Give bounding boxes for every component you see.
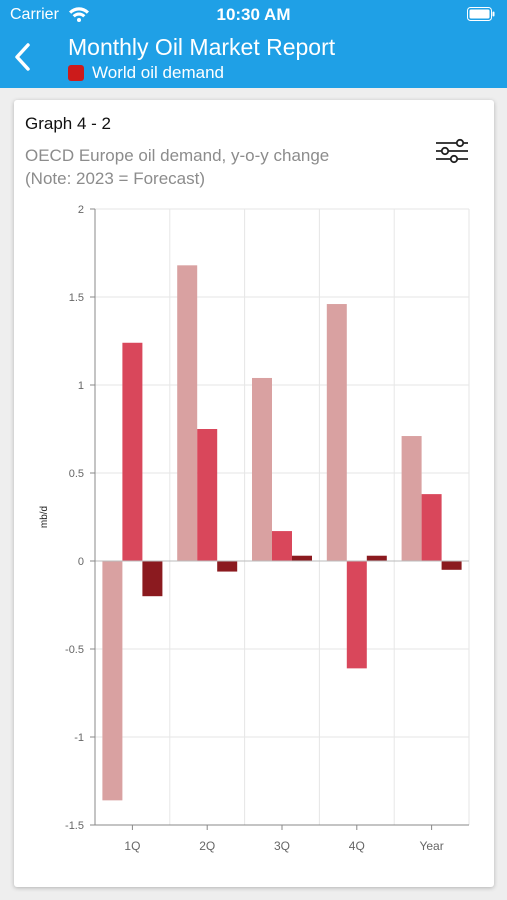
y-axis-label: mb/d: [39, 506, 50, 528]
graph-number: Graph 4 - 2: [25, 114, 111, 133]
carrier-label: Carrier: [10, 6, 59, 23]
bar: [366, 555, 387, 561]
y-tick-label: 0.5: [69, 468, 84, 480]
bar: [292, 555, 312, 561]
chart-title-line1: OECD Europe oil demand, y-o-y change: [25, 146, 330, 165]
bar: [401, 436, 422, 561]
chart-title: OECD Europe oil demand, y-o-y change (No…: [25, 144, 385, 190]
bar: [441, 561, 462, 570]
bar: [217, 561, 238, 572]
bar: [252, 377, 272, 561]
bar: [272, 531, 292, 561]
x-tick-label: 4Q: [349, 839, 365, 853]
app-header: Carrier 10:30 AM Monthly Oil Market Repo…: [0, 0, 507, 88]
y-tick-label: 1: [78, 380, 84, 392]
legend-square-icon: [68, 65, 84, 81]
sliders-icon[interactable]: [434, 136, 470, 166]
bar: [102, 561, 123, 801]
bar: [177, 265, 198, 561]
x-tick-label: 1Q: [124, 839, 140, 853]
y-tick-label: -1.5: [65, 820, 84, 832]
y-tick-label: -0.5: [65, 644, 84, 656]
graph-card: Graph 4 - 2 OECD Europe oil demand, y-o-…: [14, 100, 494, 887]
chevron-left-icon[interactable]: [8, 40, 40, 74]
bar: [197, 429, 218, 561]
bar: [346, 561, 367, 669]
battery-icon: [467, 7, 495, 21]
x-tick-label: Year: [419, 839, 443, 853]
chart-title-line2: (Note: 2023 = Forecast): [25, 169, 206, 188]
y-tick-label: -1: [74, 732, 84, 744]
status-time: 10:30 AM: [216, 5, 291, 24]
bar: [122, 342, 143, 561]
wifi-icon: [69, 7, 89, 22]
x-tick-label: 3Q: [274, 839, 290, 853]
y-tick-label: 2: [78, 204, 84, 216]
status-bar: Carrier 10:30 AM: [0, 0, 507, 30]
bar: [142, 561, 163, 597]
y-tick-label: 1.5: [69, 292, 84, 304]
subtitle-label: World oil demand: [92, 63, 224, 82]
bar: [421, 494, 442, 561]
page-title: Monthly Oil Market Report: [68, 34, 336, 60]
header-subtitle: World oil demand: [68, 62, 224, 84]
bar: [326, 304, 347, 561]
x-tick-label: 2Q: [199, 839, 215, 853]
bar-chart: 2 1.5 1 0.5 0 -0.5 -1 -1.5 1Q 2Q 3Q 4Q Year mb/d: [39, 204, 470, 853]
y-tick-label: 0: [78, 556, 84, 568]
